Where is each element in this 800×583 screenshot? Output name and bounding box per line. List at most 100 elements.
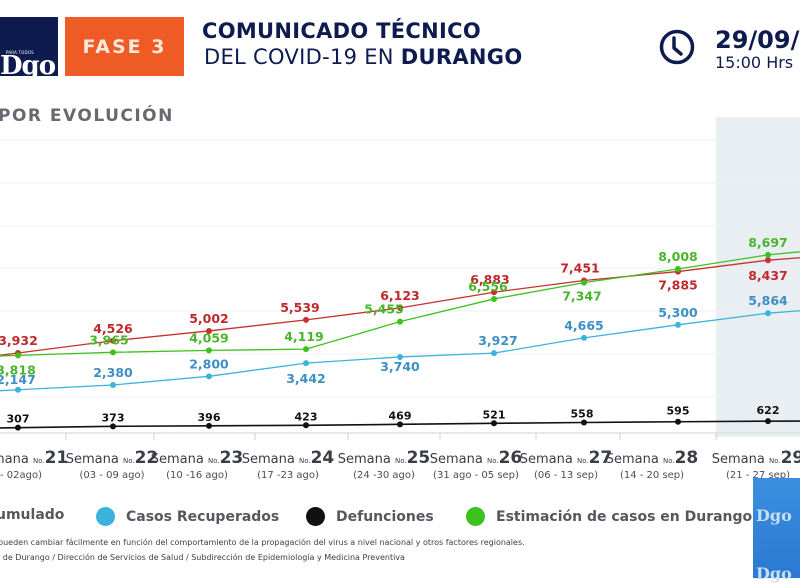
data-label: 469 [389, 409, 412, 422]
phase-label: FASE 3 [82, 35, 167, 58]
week-label: Semana No.29 [712, 448, 800, 468]
data-label: 396 [198, 411, 221, 424]
data-point [765, 418, 771, 425]
data-label: 2,147 [0, 372, 36, 387]
phase-badge: FASE 3 [65, 17, 184, 76]
week-date-range: (14 - 20 sep) [619, 470, 685, 481]
week-no: No. [32, 457, 45, 465]
subtitle-prefix: DEL COVID-19 EN [204, 45, 401, 69]
data-point [15, 386, 21, 393]
week-date-range: (17 -23 ago) [257, 470, 319, 481]
dgo-logo: PARA TODOS Dgo [0, 17, 58, 81]
week-number: 26 [498, 448, 523, 468]
legend-swatch [466, 507, 485, 526]
legend-label: umulado [0, 507, 65, 523]
data-label: 3,927 [478, 333, 518, 348]
data-label: 8,437 [748, 268, 788, 283]
data-point [675, 321, 681, 328]
corner-watermark: Dgo Dgo [753, 478, 800, 583]
week-label: Semana No.25 [338, 448, 431, 468]
week-no: No. [122, 457, 135, 465]
week-number: 29 [780, 448, 800, 468]
week-no: No. [576, 457, 589, 465]
data-label: 558 [571, 408, 594, 421]
week-no: No. [662, 457, 675, 465]
data-point [581, 279, 587, 286]
week-prefix: Semana [711, 452, 769, 467]
data-point [110, 423, 116, 430]
data-point [765, 257, 771, 264]
logo-text: Dgo [0, 51, 56, 81]
data-label: 3,442 [286, 371, 326, 386]
footnote-disclaimer: pueden cambiar fácilmente en función del… [0, 538, 525, 547]
week-no: No. [207, 457, 220, 465]
x-axis [0, 432, 800, 440]
data-label: 7,885 [658, 278, 698, 293]
data-point [765, 251, 771, 258]
week-prefix: Semana [241, 452, 299, 467]
week-label: Semana No.28 [606, 448, 699, 468]
data-label: 2,800 [189, 356, 229, 371]
week-prefix: Semana [65, 452, 123, 467]
data-point [491, 295, 497, 302]
data-point [397, 353, 403, 360]
data-point [491, 420, 497, 427]
report-time: 15:00 Hrs [715, 53, 794, 72]
clock-icon [659, 29, 695, 65]
week-number: 24 [310, 448, 335, 468]
data-label: 3,965 [89, 332, 129, 347]
page-subtitle: DEL COVID-19 EN DURANGO [204, 45, 522, 69]
week-date-range: (10 -16 ago) [166, 470, 228, 481]
data-label: 8,008 [658, 249, 698, 264]
week-prefix: Semana [150, 452, 208, 467]
data-label: 5,300 [658, 305, 698, 320]
week-label: Semana No.22 [66, 448, 159, 468]
data-point [110, 349, 116, 356]
legend-defunciones: Defunciones [306, 507, 434, 526]
week-prefix: Semana [429, 452, 487, 467]
data-label: 307 [7, 413, 30, 426]
footnote-source: l de Durango / Dirección de Servicios de… [0, 553, 405, 562]
data-point [765, 310, 771, 317]
watermark-logo: Dgo [756, 506, 792, 525]
data-label: 5,864 [748, 293, 788, 308]
week-label: Semana No.21 [0, 448, 68, 468]
week-number: 22 [134, 448, 159, 468]
data-label: 3,818 [0, 362, 36, 377]
week-prefix: Semana [0, 452, 29, 467]
data-label: 6,883 [470, 272, 510, 287]
week-no: No. [768, 457, 781, 465]
week-date-range: (24 -30 ago) [353, 470, 415, 481]
data-label: 423 [295, 410, 318, 423]
highlight-band [716, 117, 800, 437]
week-label: Semana No.27 [520, 448, 613, 468]
watermark-logo: Dgo [756, 564, 792, 583]
data-point [675, 266, 681, 273]
data-point [397, 421, 403, 428]
data-label: 2,380 [93, 365, 133, 380]
data-point [206, 327, 212, 334]
week-date-range: (21 - 27 sep) [725, 470, 791, 481]
data-point [206, 347, 212, 354]
data-label: 4,665 [564, 318, 604, 333]
data-label: 521 [483, 408, 506, 421]
week-number: 23 [219, 448, 244, 468]
week-prefix: Semana [605, 452, 663, 467]
data-point [581, 419, 587, 426]
week-prefix: Semana [337, 452, 395, 467]
week-number: 28 [674, 448, 699, 468]
week-date-range: (31 ago - 05 sep) [433, 470, 519, 481]
series-labels: 3,932 4,526 5,002 5,539 6,123 6,883 7,451 7,885… [0, 235, 788, 426]
data-point [206, 422, 212, 429]
data-label: 7,451 [560, 261, 600, 276]
data-point [581, 334, 587, 341]
data-point [397, 304, 403, 311]
week-date-range: l - 02ago) [0, 470, 42, 481]
data-label: 7,347 [562, 289, 602, 304]
data-point [303, 360, 309, 367]
legend-swatch [96, 507, 115, 526]
week-no: No. [486, 457, 499, 465]
series-points [15, 251, 771, 431]
data-point [15, 424, 21, 431]
